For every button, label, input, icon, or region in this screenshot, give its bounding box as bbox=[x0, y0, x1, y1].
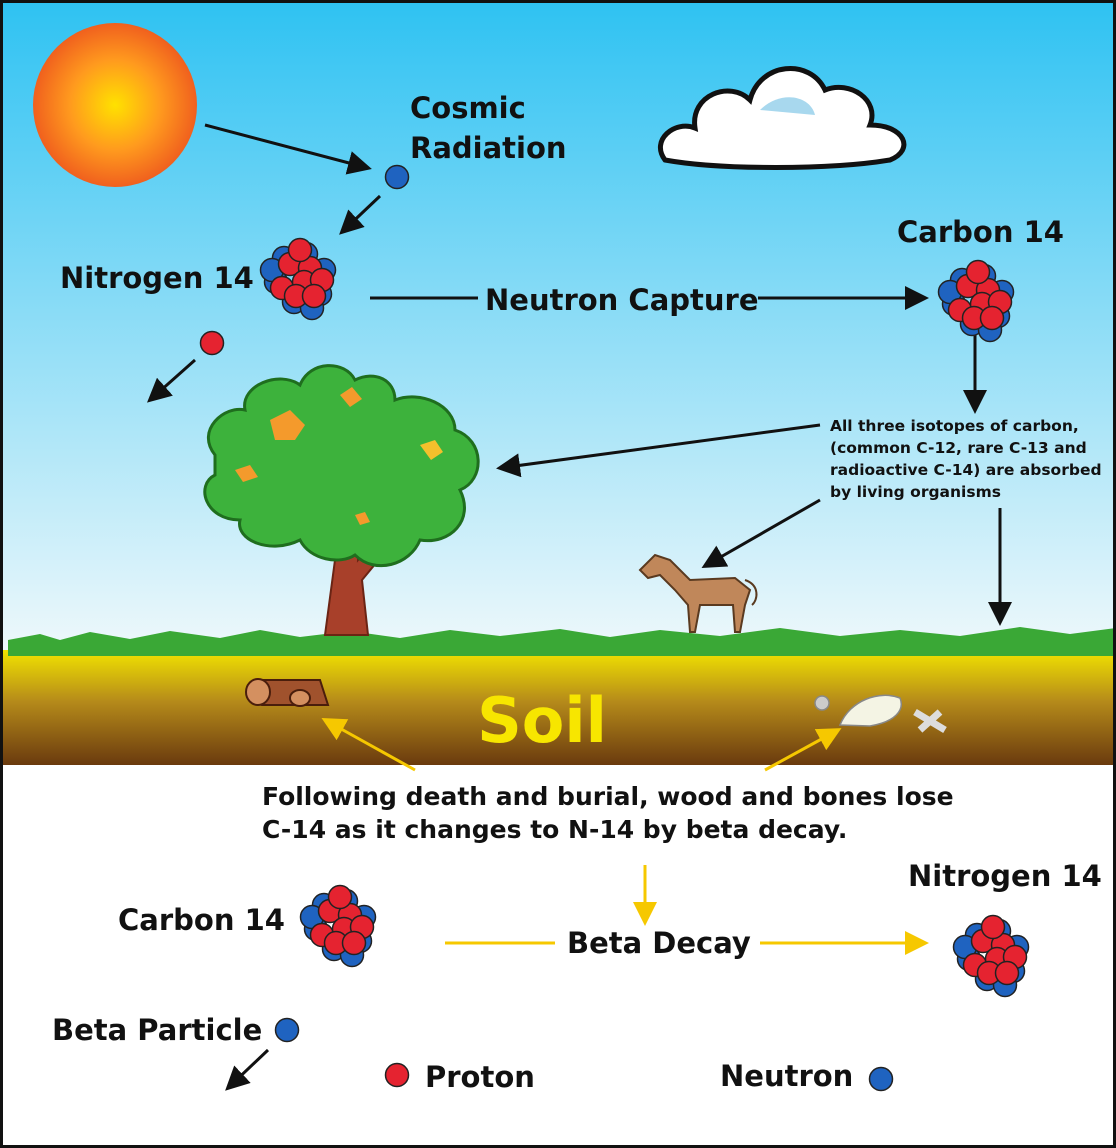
label: Carbon 14 bbox=[118, 903, 285, 937]
note-line: All three isotopes of carbon, bbox=[830, 417, 1079, 435]
note-line: radioactive C-14) are absorbed bbox=[830, 461, 1102, 479]
note-line: (common C-12, rare C-13 and bbox=[830, 439, 1087, 457]
proton bbox=[982, 916, 1005, 939]
proton bbox=[981, 307, 1004, 330]
label: Cosmic bbox=[410, 91, 526, 125]
proton bbox=[289, 239, 312, 262]
note-line: by living organisms bbox=[830, 483, 1001, 501]
label: Nitrogen 14 bbox=[60, 261, 254, 295]
log bbox=[246, 679, 328, 706]
soil-label: Soil bbox=[477, 684, 607, 757]
label: Nitrogen 14 bbox=[908, 859, 1102, 893]
label: Radiation bbox=[410, 131, 567, 165]
label: Beta Decay bbox=[567, 926, 751, 960]
proton bbox=[343, 932, 366, 955]
proton bbox=[201, 332, 224, 355]
legend-label: Proton bbox=[425, 1060, 535, 1094]
legend-label: Neutron bbox=[720, 1059, 853, 1093]
label: Beta Particle bbox=[52, 1013, 262, 1047]
note-line: C-14 as it changes to N-14 by beta decay… bbox=[262, 815, 847, 844]
proton bbox=[303, 285, 326, 308]
proton-key bbox=[386, 1064, 409, 1087]
diagram: Cosmic Radiation Nitrogen 14 Neutron Cap… bbox=[0, 0, 1116, 1148]
neutron bbox=[386, 166, 409, 189]
note-line: Following death and burial, wood and bon… bbox=[262, 782, 954, 811]
label: Carbon 14 bbox=[897, 215, 1064, 249]
proton bbox=[329, 886, 352, 909]
label: Neutron Capture bbox=[485, 283, 759, 317]
proton bbox=[996, 962, 1019, 985]
beta-particle bbox=[276, 1019, 299, 1042]
proton bbox=[967, 261, 990, 284]
sun bbox=[33, 23, 197, 187]
neutron-key bbox=[870, 1068, 893, 1091]
